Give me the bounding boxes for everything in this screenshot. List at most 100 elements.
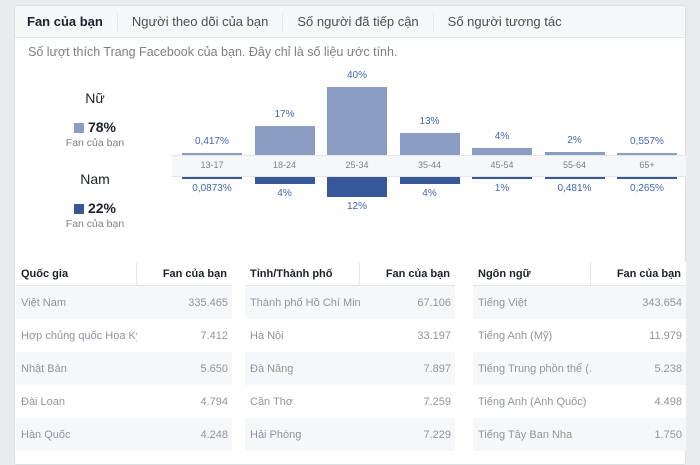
table-header: Tỉnh/Thành phố Fan của bạn	[245, 261, 455, 286]
age-tick-label: 55-64	[562, 160, 587, 170]
table-row: Tiếng Anh (Mỹ) 11.979	[473, 319, 686, 352]
table-row: Thành phố Hồ Chí Minh 67.106	[245, 286, 455, 319]
row-value: 7.259	[423, 395, 451, 408]
column-header[interactable]: Fan của bạn	[162, 267, 227, 280]
bar-male	[472, 177, 532, 179]
bar-male	[544, 177, 605, 179]
column-header[interactable]: Fan của bạn	[385, 267, 450, 280]
row-label: Đài Loan	[21, 395, 66, 408]
tab-followers[interactable]: Người theo dõi của bạn	[118, 12, 284, 31]
row-label: Hàn Quốc	[21, 428, 71, 441]
legend-female-percent: 78%	[87, 119, 117, 135]
tab-engaged[interactable]: Số người tương tác	[447, 13, 562, 29]
row-value: 7.229	[423, 428, 451, 441]
table-row: Đà Nẵng 7.897	[245, 352, 455, 385]
table-row: Tiếng Việt 343.654	[473, 286, 686, 319]
bar-male-label: 0,265%	[630, 183, 664, 194]
table-row: Tiếng Trung phồn thể (... 5.238	[473, 352, 686, 385]
age-gender-chart: 13-17 0,417% 0,0873% 18-24 17% 4% 25-34 40% 12% 3…	[172, 70, 686, 213]
row-value: 33.197	[417, 329, 451, 342]
bar-male	[182, 177, 242, 179]
bar-female-label: 4%	[494, 131, 510, 143]
legend-female-sub: Fan của bạn	[65, 137, 125, 149]
row-value: 1.750	[654, 428, 682, 441]
row-value: 343.654	[642, 296, 682, 309]
row-value: 4.498	[654, 395, 682, 408]
table-row: Hợp chủng quốc Hoa Kỳ 7.412	[16, 319, 232, 352]
row-value: 4.248	[200, 428, 228, 441]
row-label: Tiếng Anh (Anh Quốc)	[478, 395, 587, 408]
legend-male-label: Nam	[80, 171, 110, 187]
table-row: Tiếng Tây Ban Nha 1.750	[473, 418, 686, 451]
legend-male: Nam 22% Fan của bạn	[55, 171, 135, 230]
bar-male	[399, 177, 460, 184]
row-value: 11.979	[649, 329, 682, 342]
table-row: Cần Thơ 7.259	[245, 385, 455, 418]
row-label: Tiếng Tây Ban Nha	[478, 428, 573, 441]
legend-female: Nữ 78% Fan của bạn	[55, 90, 135, 149]
legend-male-swatch	[73, 204, 84, 214]
row-label: Hợp chủng quốc Hoa Kỳ	[21, 329, 137, 342]
bar-female	[472, 148, 532, 155]
table-row: Đài Loan 4.794	[16, 385, 232, 418]
row-label: Hải Phòng	[250, 428, 302, 441]
row-label: Tiếng Việt	[478, 296, 527, 309]
bar-female	[182, 153, 242, 155]
table-1: Tỉnh/Thành phố Fan của bạn Thành phố Hồ Ch…	[245, 261, 455, 451]
table-row: Hải Phòng 7.229	[245, 418, 455, 451]
age-tick-label: 35-44	[417, 160, 442, 170]
age-tick-label: 18-24	[272, 160, 297, 170]
legend-male-sub: Fan của bạn	[65, 218, 125, 230]
row-value: 5.650	[200, 362, 228, 375]
column-header[interactable]: Tỉnh/Thành phố	[245, 261, 360, 286]
bar-female-label: 40%	[346, 70, 367, 81]
row-label: Đà Nẵng	[250, 362, 294, 375]
bar-female	[544, 151, 605, 155]
bar-male	[327, 177, 387, 198]
table-row: Nhật Bản 5.650	[16, 352, 232, 385]
bar-female-label: 0,417%	[195, 136, 229, 147]
row-value: 335.465	[188, 296, 228, 309]
table-row: Hàn Quốc 4.248	[16, 418, 232, 451]
row-label: Hà Nội	[250, 329, 284, 342]
table-header: Ngôn ngữ Fan của bạn	[473, 261, 686, 286]
row-value: 67.106	[417, 296, 451, 309]
bar-male-label: 12%	[346, 201, 367, 213]
row-label: Thành phố Hồ Chí Minh	[250, 296, 360, 309]
column-header[interactable]: Fan của bạn	[616, 267, 681, 280]
bar-female-label: 0,557%	[630, 136, 664, 147]
table-row: Hà Nội 33.197	[245, 319, 455, 352]
row-label: Tiếng Trung phồn thể (...	[478, 362, 591, 375]
row-value: 4.794	[200, 395, 228, 408]
table-0: Quốc gia Fan của bạn Việt Nam 335.465 Hợp ch…	[16, 261, 232, 451]
legend-male-percent: 22%	[87, 200, 117, 216]
bar-female-label: 13%	[419, 115, 440, 127]
row-label: Cần Thơ	[250, 395, 294, 408]
column-header[interactable]: Ngôn ngữ	[473, 261, 591, 286]
row-label: Việt Nam	[21, 296, 67, 309]
bar-male	[254, 177, 315, 184]
legend-female-swatch	[73, 123, 84, 133]
table-2: Ngôn ngữ Fan của bạn Tiếng Việt 343.654 Tiến…	[473, 261, 686, 451]
row-value: 5.238	[654, 362, 682, 375]
row-value: 7.897	[423, 362, 451, 375]
age-tick-label: 45-54	[490, 160, 514, 170]
bar-male-label: 0,481%	[557, 183, 592, 194]
description: Số lượt thích Trang Facebook của bạn. Đâ…	[28, 45, 398, 59]
bar-male-label: 1%	[494, 183, 510, 194]
table-row: Tiếng Anh (Anh Quốc) 4.498	[473, 385, 686, 418]
age-axis	[172, 155, 686, 177]
bar-female	[617, 153, 677, 155]
legend-female-label: Nữ	[85, 90, 105, 106]
row-label: Nhật Bản	[21, 362, 67, 375]
column-header[interactable]: Quốc gia	[16, 261, 137, 286]
row-value: 7.412	[200, 329, 228, 342]
age-tick-label: 25-34	[345, 160, 369, 170]
bar-female	[399, 132, 460, 155]
tab-reached[interactable]: Số người đã tiếp cận	[283, 12, 434, 31]
tab-your-fans[interactable]: Fan của bạn	[27, 12, 118, 31]
row-label: Tiếng Anh (Mỹ)	[478, 329, 553, 342]
bar-female-label: 2%	[567, 134, 582, 146]
bar-male-label: 4%	[277, 187, 292, 199]
table-row: Việt Nam 335.465	[16, 286, 232, 319]
